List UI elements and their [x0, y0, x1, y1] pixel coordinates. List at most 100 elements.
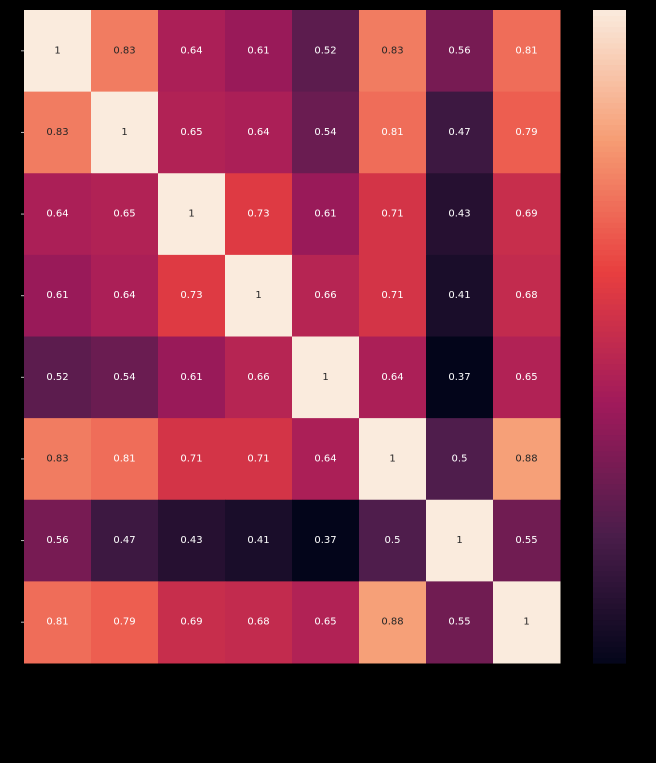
heatmap-cell-r5-c4: [292, 418, 360, 501]
colorbar-segment: [593, 195, 626, 202]
colorbar-segment: [593, 505, 626, 512]
cell-value-label: 0.5: [385, 535, 401, 546]
colorbar-segment: [593, 216, 626, 223]
cell-value-label: 0.43: [448, 209, 470, 220]
colorbar-segment: [593, 97, 626, 104]
heatmap-cell-r2-c4: [292, 173, 360, 256]
colorbar-segment: [593, 532, 626, 539]
heatmap-cell-r7-c2: [158, 581, 226, 664]
colorbar-segment: [593, 483, 626, 490]
colorbar-segment: [593, 352, 626, 359]
colorbar-segment: [593, 325, 626, 332]
cell-value-label: 0.56: [448, 45, 470, 56]
colorbar-segment: [593, 31, 626, 38]
colorbar-segment: [593, 347, 626, 354]
heatmap-cell-r1-c2: [158, 91, 226, 174]
cell-value-label: 0.81: [113, 453, 135, 464]
cell-value-label: 0.52: [46, 372, 68, 383]
colorbar-segment: [593, 554, 626, 561]
colorbar-segment: [593, 200, 626, 207]
colorbar-segment: [593, 401, 626, 408]
cell-value-label: 0.37: [448, 372, 470, 383]
cell-value-label: 0.65: [113, 209, 135, 220]
cell-value-label: 1: [322, 372, 328, 383]
cell-value-label: 1: [255, 290, 261, 301]
colorbar-segment: [593, 516, 626, 523]
heatmap-cell-r7-c0: [24, 581, 92, 664]
row-tick-marks: [21, 50, 24, 623]
colorbar-segment: [593, 146, 626, 153]
colorbar-segment: [593, 53, 626, 60]
cell-value-label: 0.88: [381, 617, 403, 628]
heatmap-cell-r6-c4: [292, 499, 360, 582]
cell-value-label: 1: [188, 209, 194, 220]
colorbar-segment: [593, 211, 626, 218]
colorbar-segment: [593, 570, 626, 577]
colorbar-segment: [593, 586, 626, 593]
heatmap-cell-r7-c7: [493, 581, 561, 664]
cell-value-label: 0.43: [180, 535, 202, 546]
heatmap-cell-r4-c2: [158, 336, 226, 419]
colorbar-segment: [593, 575, 626, 582]
heatmap-cell-r4-c6: [426, 336, 494, 419]
cell-value-label: 0.79: [515, 127, 537, 138]
heatmap-cell-r0-c0: [24, 10, 92, 93]
heatmap-cell-r2-c3: [225, 173, 293, 256]
colorbar-segment: [593, 282, 626, 289]
cell-value-label: 1: [121, 127, 127, 138]
cell-value-label: 0.71: [381, 290, 403, 301]
colorbar: [593, 10, 626, 664]
cell-value-label: 0.69: [515, 209, 537, 220]
heatmap-cell-r2-c6: [426, 173, 494, 256]
colorbar-segment: [593, 292, 626, 300]
heatmap-cell-r4-c5: [359, 336, 427, 419]
cell-value-label: 0.61: [46, 290, 68, 301]
cell-value-label: 0.64: [381, 372, 403, 383]
cell-value-label: 0.83: [46, 127, 68, 138]
cell-value-label: 0.79: [113, 617, 135, 628]
heatmap-cell-r5-c0: [24, 418, 92, 501]
heatmap-cell-r7-c1: [91, 581, 159, 664]
colorbar-segment: [593, 619, 626, 626]
cell-value-label: 0.88: [515, 453, 537, 464]
heatmap-cell-r5-c5: [359, 418, 427, 501]
colorbar-segment: [593, 429, 626, 436]
colorbar-segment: [593, 597, 626, 604]
colorbar-segment: [593, 48, 626, 55]
colorbar-segment: [593, 412, 626, 419]
colorbar-segment: [593, 418, 626, 425]
colorbar-segment: [593, 603, 626, 610]
colorbar-segment: [593, 58, 626, 66]
colorbar-segment: [593, 559, 626, 566]
colorbar-segment: [593, 407, 626, 414]
colorbar-segment: [593, 249, 626, 256]
colorbar-segment: [593, 102, 626, 109]
colorbar-segment: [593, 69, 626, 76]
heatmap-cell-r6-c5: [359, 499, 427, 582]
colorbar-segment: [593, 314, 626, 321]
colorbar-segment: [593, 477, 626, 485]
cell-value-label: 0.83: [46, 453, 68, 464]
heatmap-cell-r0-c6: [426, 10, 494, 93]
colorbar-segment: [593, 494, 626, 501]
colorbar-segment: [593, 630, 626, 637]
colorbar-segment: [593, 271, 626, 278]
colorbar-segment: [593, 396, 626, 403]
heatmap-cell-r4-c0: [24, 336, 92, 419]
colorbar-segment: [593, 151, 626, 158]
heatmap-cell-r5-c6: [426, 418, 494, 501]
colorbar-segment: [593, 641, 626, 648]
colorbar-segment: [593, 521, 626, 528]
cell-value-label: 0.37: [314, 535, 336, 546]
heatmap-cell-r5-c2: [158, 418, 226, 501]
colorbar-segment: [593, 178, 626, 185]
colorbar-segment: [593, 380, 626, 387]
heatmap-cell-r5-c7: [493, 418, 561, 501]
colorbar-segment: [593, 510, 626, 517]
heatmap-cell-r4-c3: [225, 336, 293, 419]
cell-value-label: 0.61: [180, 372, 202, 383]
colorbar-segment: [593, 37, 626, 44]
heatmap-cell-r5-c3: [225, 418, 293, 501]
colorbar-segment: [593, 652, 626, 659]
colorbar-segment: [593, 15, 626, 22]
